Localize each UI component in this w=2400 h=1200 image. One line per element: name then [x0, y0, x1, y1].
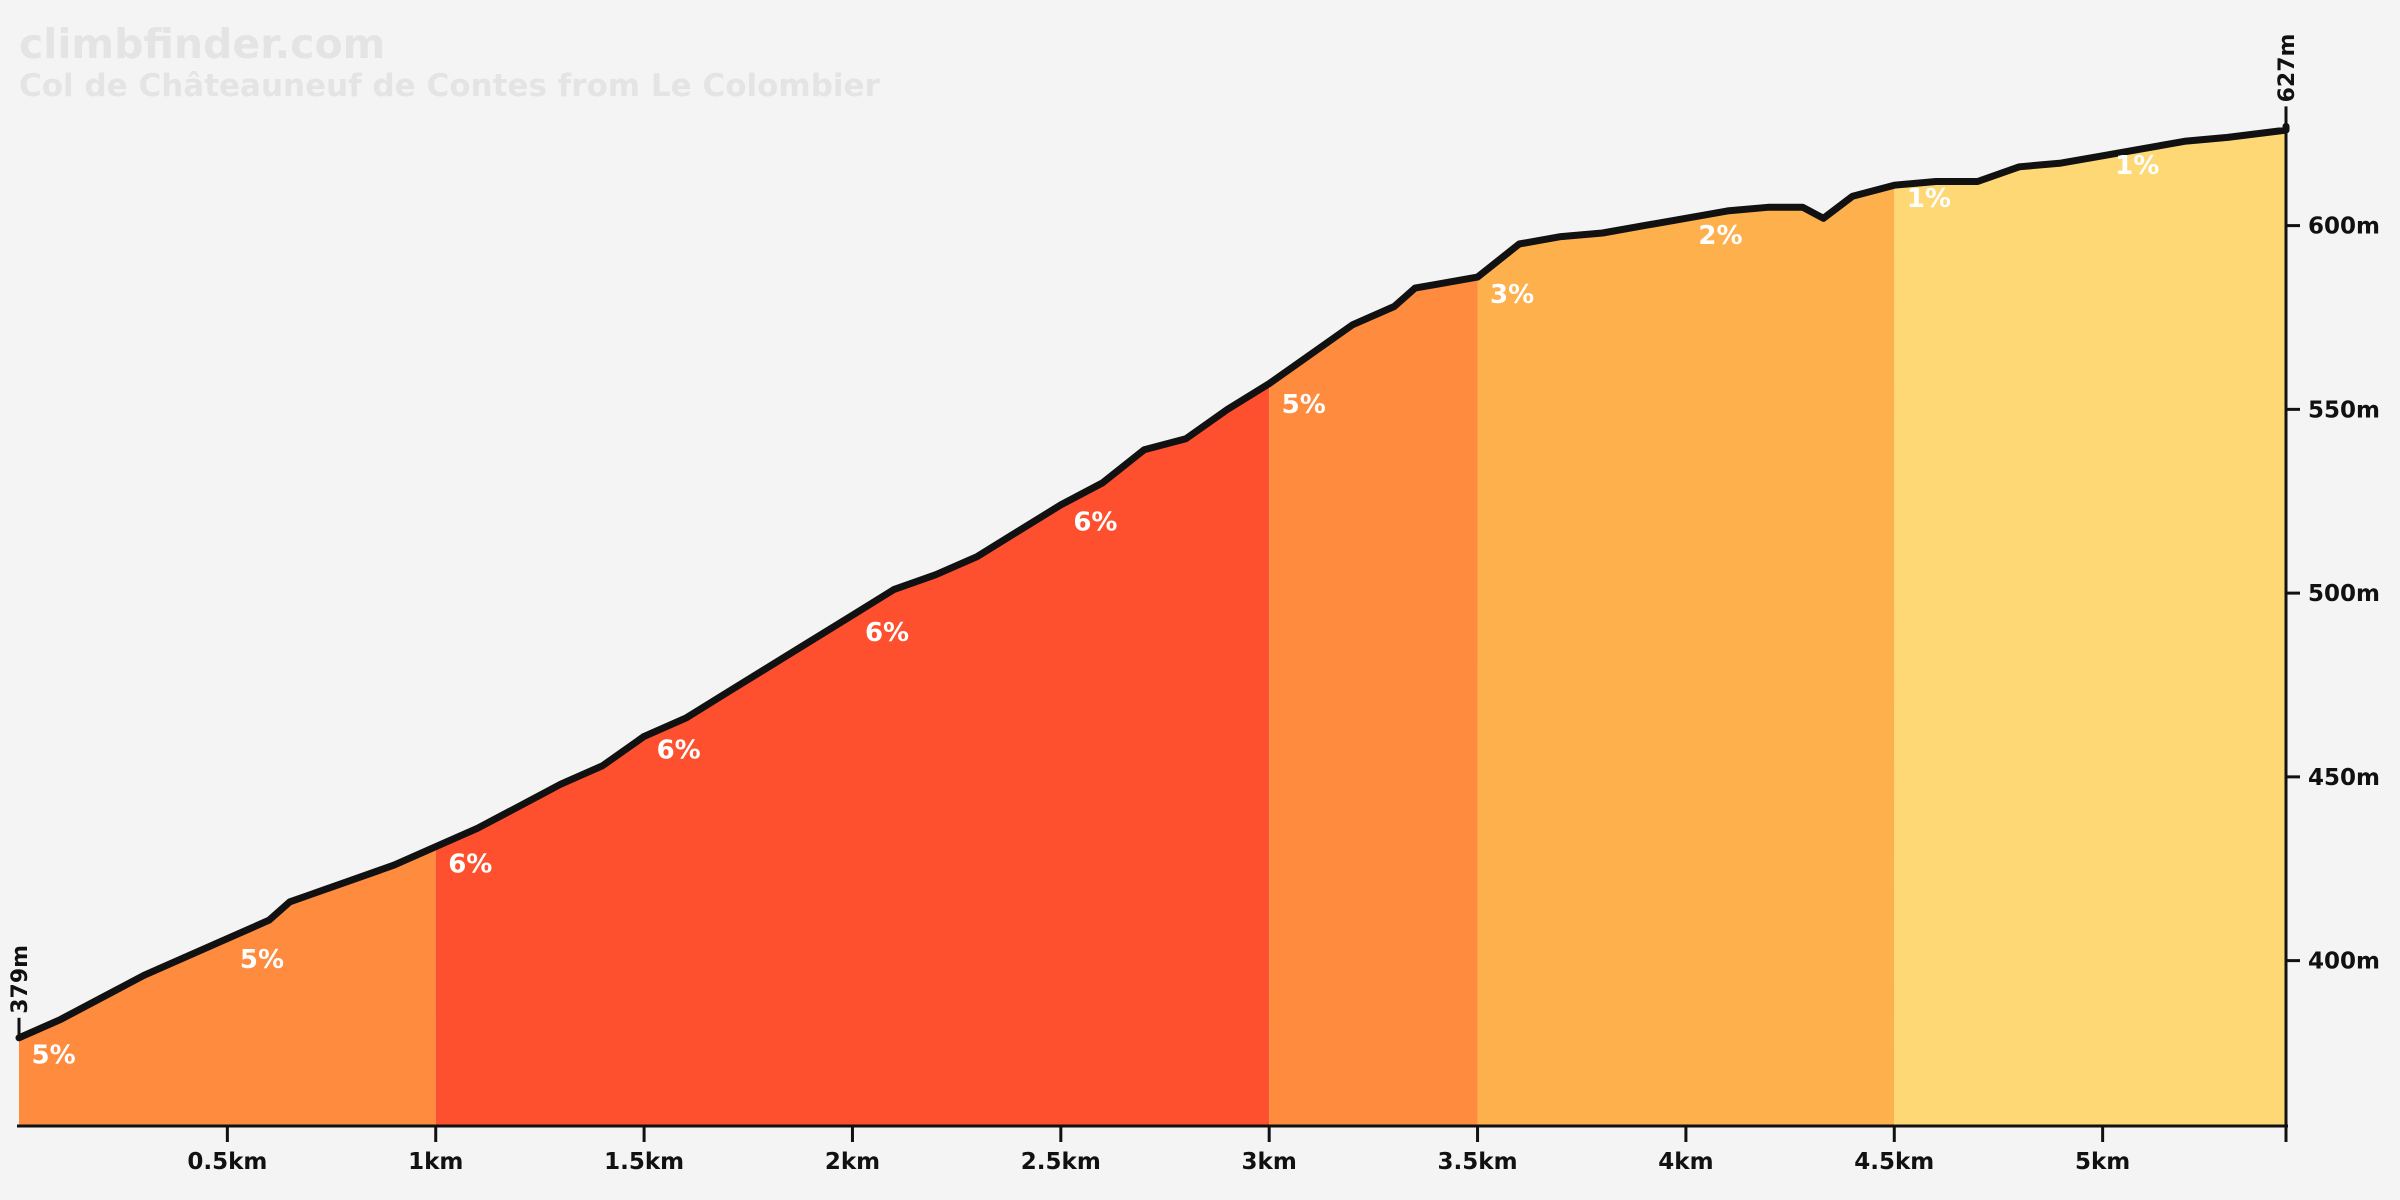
grade-label: 6% [657, 735, 701, 765]
grade-label: 6% [448, 849, 492, 879]
y-tick-label: 500m [2308, 581, 2380, 607]
x-tick-label: 2km [825, 1149, 880, 1175]
y-axis-ticks: 400m 450m 500m 550m 600m [2286, 214, 2380, 975]
gradient-segments [19, 130, 2286, 1127]
gradient-segment-1 [19, 846, 436, 1126]
x-tick-label: 5km [2075, 1149, 2130, 1175]
x-axis-ticks: 0.5km 1km 1.5km 2km 2.5km 3km 3.5km 4km 4.5km 5km [187, 1126, 2130, 1175]
y-tick-label: 450m [2308, 765, 2380, 791]
y-tick-label: 600m [2308, 214, 2380, 240]
x-tick-label: 4km [1658, 1149, 1713, 1175]
grade-label: 6% [1073, 508, 1117, 538]
grade-label: 1% [2115, 151, 2159, 181]
x-tick-label: 2.5km [1021, 1149, 1101, 1175]
grade-label: 6% [865, 618, 909, 648]
grade-labels: 5% 5% 6% 6% 6% 6% 5% 3% 2% 1% 1% [32, 151, 2160, 1070]
end-elevation-label: 627m [2275, 34, 2300, 103]
grade-label: 5% [1282, 390, 1326, 420]
y-tick-label: 400m [2308, 949, 2380, 975]
grade-label: 5% [240, 945, 284, 975]
profile-line [15, 122, 2290, 1042]
gradient-segment-2 [435, 383, 1270, 1127]
x-tick-label: 1km [408, 1149, 463, 1175]
x-tick-label: 3.5km [1438, 1149, 1518, 1175]
x-tick-label: 0.5km [187, 1149, 267, 1175]
gradient-segment-4 [1477, 185, 1895, 1126]
gradient-segment-3 [1269, 277, 1478, 1127]
grade-label: 5% [32, 1041, 76, 1071]
start-elevation-label: 379m [8, 945, 33, 1014]
site-name: climbfinder.com [19, 20, 385, 68]
grade-label: 3% [1490, 280, 1534, 310]
start-end-markers: 379m 627m [8, 34, 2300, 1038]
climb-title: Col de Châteauneuf de Contes from Le Col… [19, 68, 881, 104]
x-tick-label: 3km [1242, 1149, 1297, 1175]
grade-label: 2% [1698, 221, 1742, 251]
gradient-segment-5 [1894, 130, 2286, 1127]
x-tick-label: 4.5km [1854, 1149, 1934, 1175]
y-tick-label: 550m [2308, 397, 2380, 423]
grade-label: 1% [1907, 184, 1951, 214]
x-tick-label: 1.5km [604, 1149, 684, 1175]
